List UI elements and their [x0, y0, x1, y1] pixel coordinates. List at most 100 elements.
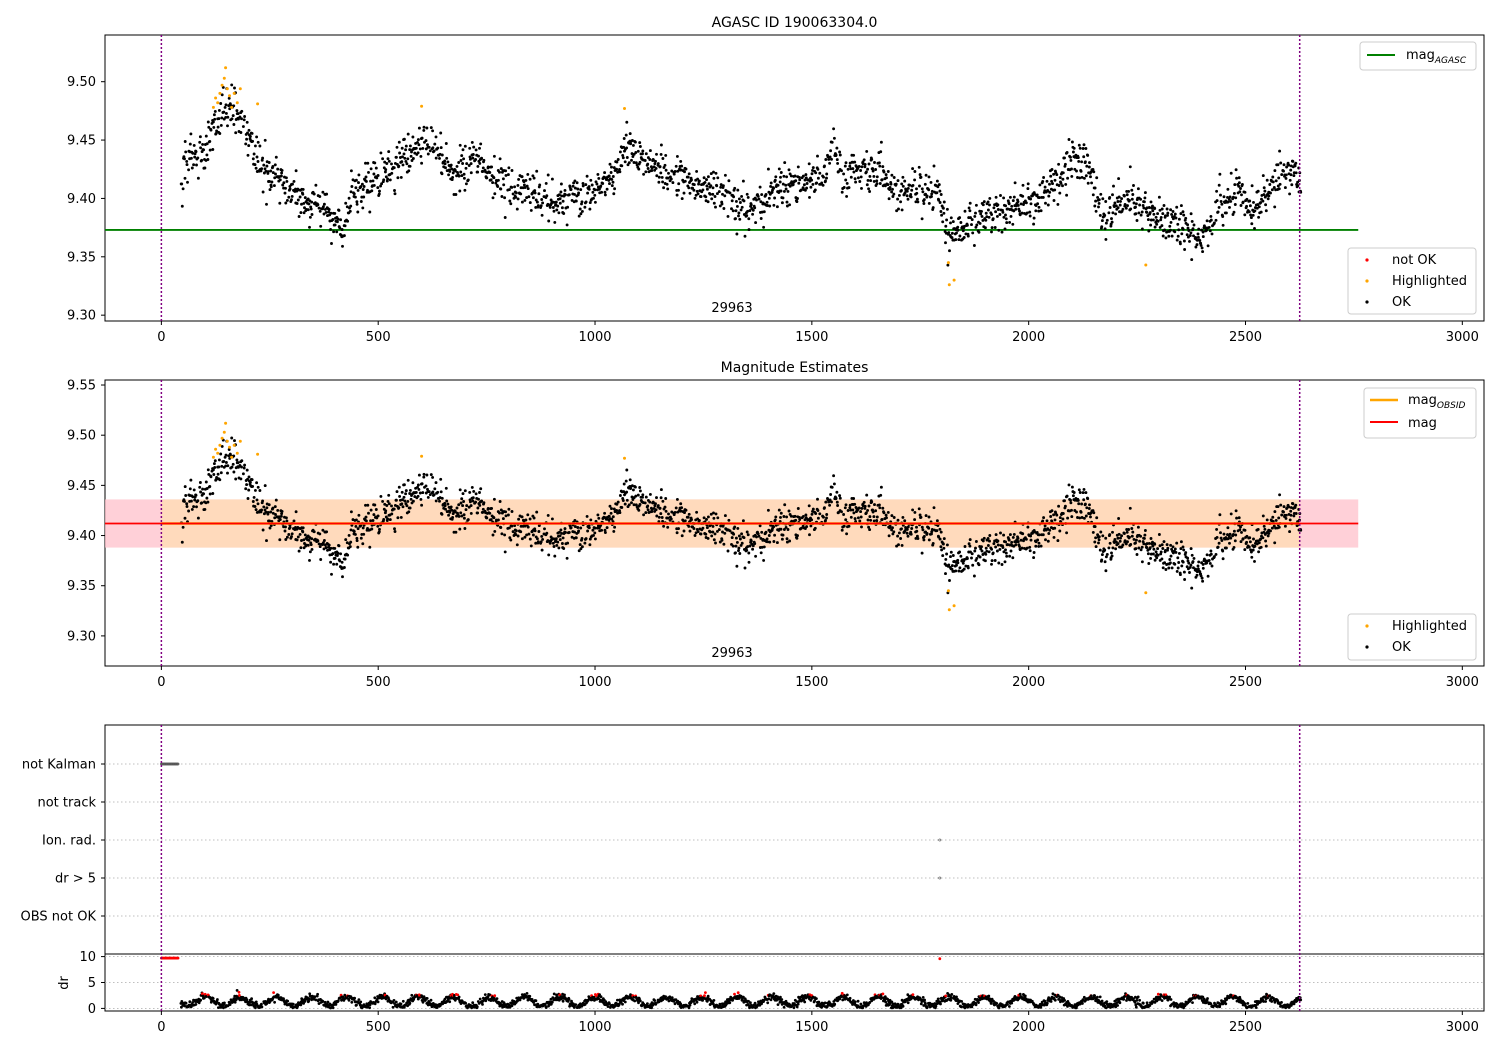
ok-point [514, 529, 518, 533]
ok-point [762, 558, 766, 562]
ok-point [546, 513, 550, 517]
ok-point [545, 194, 549, 198]
ok-point [1159, 215, 1163, 219]
legend-ok-2: OK [1392, 640, 1411, 655]
ok-point [654, 502, 657, 506]
ok-point [992, 542, 996, 546]
ok-point [213, 117, 217, 121]
ok-point [782, 189, 786, 193]
ok-point [1166, 213, 1169, 217]
ok-point [308, 215, 312, 219]
ok-point [1158, 544, 1162, 548]
ok-point [1199, 241, 1203, 245]
ok-point [1274, 179, 1278, 183]
ok-point [610, 507, 613, 511]
ok-point [306, 543, 310, 547]
ok-point [722, 542, 726, 546]
ok-point [913, 178, 917, 182]
ok-point [307, 538, 311, 542]
ok-point [782, 174, 786, 178]
ok-point [1008, 533, 1012, 537]
ok-point [493, 192, 497, 196]
ok-point [317, 542, 321, 546]
ok-point [414, 490, 418, 494]
ok-point [458, 527, 462, 531]
ok-point [1071, 494, 1075, 498]
ok-point [998, 547, 1002, 551]
ok-point [628, 132, 632, 136]
ok-point [634, 151, 638, 154]
ok-point [211, 468, 215, 472]
flag-label: OBS not OK [21, 910, 97, 925]
ok-point [878, 182, 882, 185]
ok-point [503, 196, 507, 200]
ok-point [747, 551, 751, 555]
ok-point [1229, 199, 1233, 203]
ok-point [306, 197, 310, 201]
ok-point [847, 186, 851, 190]
ok-point [296, 535, 300, 539]
ok-point [1111, 211, 1115, 215]
ok-point [1177, 551, 1181, 555]
ok-point [327, 543, 331, 547]
dr-ok-point [211, 997, 215, 1000]
ok-point [250, 131, 254, 135]
dr-ok-point [307, 997, 311, 1001]
ok-point [692, 183, 696, 187]
ok-point [421, 491, 425, 495]
ok-point [805, 182, 809, 185]
ok-point [788, 184, 792, 188]
ok-point [857, 506, 861, 510]
ok-point [490, 165, 494, 169]
ok-point [298, 195, 302, 199]
ok-point [1038, 183, 1042, 187]
ok-point [538, 183, 542, 187]
ok-point [1259, 210, 1263, 214]
ok-point [734, 217, 737, 221]
ok-point [1252, 537, 1255, 541]
ok-point [352, 192, 356, 196]
ok-point [274, 513, 277, 516]
ok-point [891, 526, 894, 530]
ok-point [401, 163, 405, 167]
ok-point [1271, 175, 1275, 179]
ok-point [880, 178, 884, 182]
ok-point [258, 489, 262, 492]
ok-point [1158, 225, 1162, 229]
ok-point [1016, 203, 1020, 207]
ok-point [958, 550, 962, 554]
dr-not-ok-point [203, 992, 207, 996]
ok-point [890, 528, 894, 532]
ok-point [1237, 176, 1241, 180]
ok-point [1117, 532, 1121, 536]
ok-point [974, 546, 977, 550]
ok-point [242, 466, 246, 470]
ok-point [396, 516, 400, 520]
ok-point [798, 178, 802, 182]
ok-point [705, 517, 708, 521]
ok-point [1036, 202, 1040, 206]
ok-point [1293, 506, 1297, 509]
ok-point [996, 543, 1000, 547]
ok-point [1294, 503, 1298, 507]
ok-point [488, 171, 492, 174]
ok-point [1262, 193, 1266, 197]
ok-point [390, 512, 394, 516]
ok-point [994, 533, 998, 537]
ok-point [222, 459, 226, 463]
ok-point [370, 527, 374, 531]
ok-point [234, 131, 238, 135]
ok-point [1124, 206, 1128, 210]
ok-point [963, 209, 967, 213]
ok-point [1065, 193, 1069, 197]
ok-point [985, 215, 989, 219]
dr-ok-point [331, 1006, 335, 1010]
ok-point [871, 510, 875, 514]
ok-point [1282, 505, 1286, 509]
ok-point [830, 500, 833, 504]
ok-point [1114, 204, 1118, 208]
y-tick-label: 9.55 [67, 379, 96, 394]
ok-point [735, 232, 739, 236]
ok-point [1221, 223, 1225, 227]
